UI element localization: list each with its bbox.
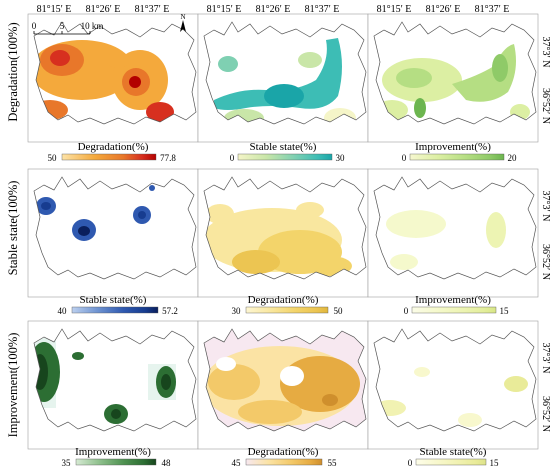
colorbar-max: 20: [508, 153, 518, 163]
colorbar-improvement-r1: Improvement(%) 0 20: [402, 141, 517, 163]
colorbar-title: Degradation(%): [248, 294, 319, 306]
map-panel-stable-degradation: [197, 168, 369, 298]
map-panel-degradation-stable: [197, 13, 369, 143]
colorbar-title: Improvement(%): [75, 446, 151, 458]
colorbar-max: 30: [336, 153, 346, 163]
row-label-stable-state: Stable state(100%): [6, 181, 20, 276]
coord-lat-r1-top: 37°3′ N: [540, 37, 550, 68]
colorbar-max: 57.2: [162, 306, 178, 316]
row-label-degradation: Degradation(100%): [6, 22, 20, 121]
coord-lon-8: 81°26′ E: [426, 4, 461, 15]
coord-lon-7: 81°15′ E: [377, 4, 412, 15]
map-panel-degradation-degradation: 0 5 10 km N: [27, 13, 199, 143]
coord-lon-3: 81°37′ E: [135, 4, 170, 15]
map-panel-stable-stable: [27, 168, 199, 298]
scale-tick-10: 10 km: [81, 21, 104, 31]
colorbar-min: 0: [404, 306, 409, 316]
scale-bar: 0 5 10 km: [32, 21, 104, 35]
coord-lon-9: 81°37′ E: [475, 4, 510, 15]
coord-lon-4: 81°15′ E: [207, 4, 242, 15]
colorbar-title: Stable state(%): [80, 294, 147, 306]
colorbar-improvement-r2: Improvement(%) 0 15: [404, 294, 509, 316]
colorbar-min: 0: [408, 458, 413, 468]
map-panel-improvement-stable: [367, 320, 539, 450]
map-panel-stable-improvement: [367, 168, 539, 298]
colorbar-stable-r1: Stable state(%) 0 30: [230, 141, 345, 163]
coord-lon-6: 81°37′ E: [305, 4, 340, 15]
colorbar-max: 48: [162, 458, 172, 468]
colorbar-improvement-r3: Improvement(%) 35 48: [62, 446, 172, 468]
scale-tick-5: 5: [60, 21, 65, 31]
map-panel-improvement-improvement: [27, 320, 199, 450]
colorbar-min: 0: [402, 153, 407, 163]
colorbar-title: Improvement(%): [415, 141, 491, 153]
coord-lon-1: 81°15′ E: [37, 4, 72, 15]
coord-lon-5: 81°26′ E: [256, 4, 291, 15]
colorbar-min: 45: [232, 458, 242, 468]
coord-lat-r2-top: 37°3′ N: [540, 191, 550, 222]
coord-lat-r1-bottom: 36°52′ N: [540, 88, 550, 124]
colorbar-title: Improvement(%): [415, 294, 491, 306]
coord-lat-r3-top: 37°3′ N: [540, 343, 550, 374]
colorbar-stable-r3: Stable state(%) 0 15: [408, 446, 499, 468]
colorbar-min: 0: [230, 153, 235, 163]
colorbar-max: 77.8: [160, 153, 176, 163]
coord-lat-r2-bottom: 36°52′ N: [540, 244, 550, 280]
colorbar-degradation-r2: Degradation(%) 30 50: [232, 294, 344, 316]
colorbar-title: Stable state(%): [420, 446, 487, 458]
right-coordinate-labels: 37°3′ N 36°52′ N 37°3′ N 36°52′ N 37°3′ …: [540, 37, 550, 432]
colorbar-degradation-r1: Degradation(%) 50 77.8: [48, 141, 177, 163]
map-panel-degradation-improvement: [367, 13, 539, 143]
colorbar-max: 15: [490, 458, 500, 468]
colorbar-min: 35: [62, 458, 72, 468]
colorbar-max: 50: [334, 306, 344, 316]
coord-lat-r3-bottom: 36°52′ N: [540, 396, 550, 432]
scale-tick-0: 0: [32, 21, 37, 31]
colorbar-min: 40: [58, 306, 68, 316]
colorbar-title: Stable state(%): [250, 141, 317, 153]
colorbar-title: Degradation(%): [248, 446, 319, 458]
colorbar-title: Degradation(%): [78, 141, 149, 153]
row-label-improvement: Improvement(100%): [6, 333, 20, 438]
colorbar-max: 55: [328, 458, 338, 468]
colorbar-min: 50: [48, 153, 58, 163]
map-panel-improvement-degradation: [197, 320, 369, 450]
north-arrow-icon: N: [180, 13, 186, 32]
colorbar-min: 30: [232, 306, 242, 316]
top-coordinate-labels: 81°15′ E 81°26′ E 81°37′ E 81°15′ E 81°2…: [37, 4, 510, 15]
colorbar-max: 15: [500, 306, 510, 316]
colorbar-stable-r2: Stable state(%) 40 57.2: [58, 294, 178, 316]
colorbar-degradation-r3: Degradation(%) 45 55: [232, 446, 338, 468]
north-arrow-label: N: [180, 13, 185, 21]
coord-lon-2: 81°26′ E: [86, 4, 121, 15]
